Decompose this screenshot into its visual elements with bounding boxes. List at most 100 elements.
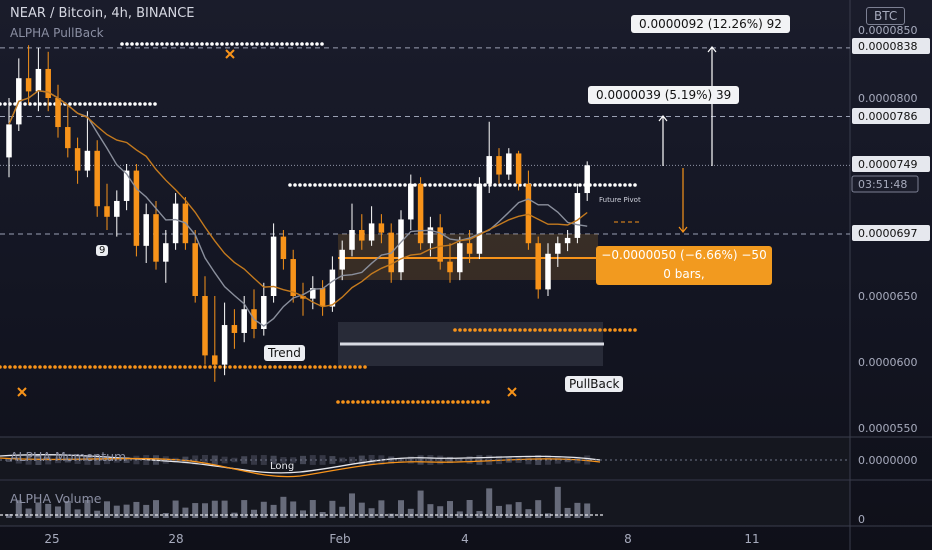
pivot-dot xyxy=(333,183,337,187)
pivot-dot xyxy=(133,365,137,369)
pivot-dot xyxy=(78,365,82,369)
volume-bar xyxy=(74,509,81,518)
pivot-dot xyxy=(103,102,107,106)
pivot-dot xyxy=(518,328,522,332)
candle-body xyxy=(319,288,326,307)
pivot-dot xyxy=(285,42,289,46)
pivot-dot xyxy=(428,183,432,187)
pivot-dot xyxy=(143,102,147,106)
pivot-dot xyxy=(468,328,472,332)
pivot-dot xyxy=(68,365,72,369)
volume-bar xyxy=(55,506,61,518)
pivot-dot xyxy=(433,183,437,187)
pivot-dot xyxy=(593,328,597,332)
candle-body xyxy=(408,183,414,220)
pivot-dot xyxy=(386,400,390,404)
pivot-dot xyxy=(290,42,294,46)
pivot-dot xyxy=(483,183,487,187)
candle xyxy=(74,137,81,184)
pivot-dot xyxy=(633,183,637,187)
pivot-dot xyxy=(185,42,189,46)
pivot-dot xyxy=(58,365,62,369)
pivot-dot xyxy=(523,328,527,332)
pivot-dot xyxy=(341,400,345,404)
cross-stroke xyxy=(507,387,517,397)
pivot-dot xyxy=(200,42,204,46)
pivot-dot xyxy=(458,328,462,332)
candle-body xyxy=(378,223,385,233)
indicator-name: ALPHA PullBack xyxy=(10,26,104,40)
pivot-dot xyxy=(613,183,617,187)
candle xyxy=(123,164,130,211)
pivot-row xyxy=(120,42,324,46)
candle-body xyxy=(104,206,110,217)
stop-loss-value: −0.0000050 (−6.66%) −50 xyxy=(601,248,767,262)
price-tick-label: 0.0000786 xyxy=(858,110,918,123)
pivot-dot xyxy=(248,365,252,369)
pivot-dot xyxy=(265,42,269,46)
volume-bar xyxy=(45,503,52,518)
candle xyxy=(212,296,218,382)
pivot-dot xyxy=(548,183,552,187)
candle-body xyxy=(192,243,198,296)
pivot-dot xyxy=(183,365,187,369)
pivot-dot xyxy=(103,365,107,369)
volume-pane xyxy=(0,481,850,526)
pivot-dot xyxy=(233,365,237,369)
pivot-dot xyxy=(353,183,357,187)
pivot-dot xyxy=(558,183,562,187)
pivot-dot xyxy=(351,400,355,404)
candle-body xyxy=(368,223,375,241)
pivot-dot xyxy=(270,42,274,46)
volume-bar xyxy=(64,500,71,518)
pivot-dot xyxy=(288,365,292,369)
pivot-dot xyxy=(313,365,317,369)
pivot-dot xyxy=(138,365,142,369)
ma-slow-line xyxy=(8,89,588,308)
pivot-dot xyxy=(230,42,234,46)
time-tick-label: 25 xyxy=(44,532,59,546)
pivot-dot xyxy=(73,365,77,369)
currency-badge[interactable]: BTC xyxy=(866,7,906,25)
pivot-dot xyxy=(198,365,202,369)
candle xyxy=(310,276,316,310)
pivot-dot xyxy=(108,102,112,106)
pivot-dot xyxy=(401,400,405,404)
candle xyxy=(55,84,61,138)
pivot-dot xyxy=(483,328,487,332)
volume-bar xyxy=(251,509,257,518)
candle-body xyxy=(417,183,424,244)
volume-bar xyxy=(407,508,414,518)
pivot-dot xyxy=(353,365,357,369)
volume-bar xyxy=(153,500,159,518)
target-1-arrow xyxy=(658,115,668,166)
volume-bar xyxy=(182,507,189,518)
pivot-dot xyxy=(463,328,467,332)
pivot-dot xyxy=(543,328,547,332)
pivot-dot xyxy=(93,102,97,106)
pivot-dot xyxy=(158,365,162,369)
pivot-dot xyxy=(503,183,507,187)
pivot-dot xyxy=(145,42,149,46)
pivot-dot xyxy=(578,183,582,187)
momentum-title: ALPHA Momentum xyxy=(10,449,127,464)
candle xyxy=(515,150,522,191)
pivot-dot xyxy=(618,183,622,187)
pivot-dot xyxy=(513,328,517,332)
pivot-dot xyxy=(633,328,637,332)
candle xyxy=(447,243,453,283)
price-tag-bg xyxy=(851,175,919,193)
candle-body xyxy=(84,150,91,171)
pivot-dot xyxy=(153,365,157,369)
pivot-dot xyxy=(416,400,420,404)
candle xyxy=(290,249,296,303)
pivot-dot xyxy=(215,42,219,46)
pivot-dot xyxy=(258,365,262,369)
pivot-dot xyxy=(160,42,164,46)
candle xyxy=(231,309,238,349)
pivot-dot xyxy=(513,183,517,187)
pivot-dot xyxy=(423,183,427,187)
candle xyxy=(486,121,492,194)
